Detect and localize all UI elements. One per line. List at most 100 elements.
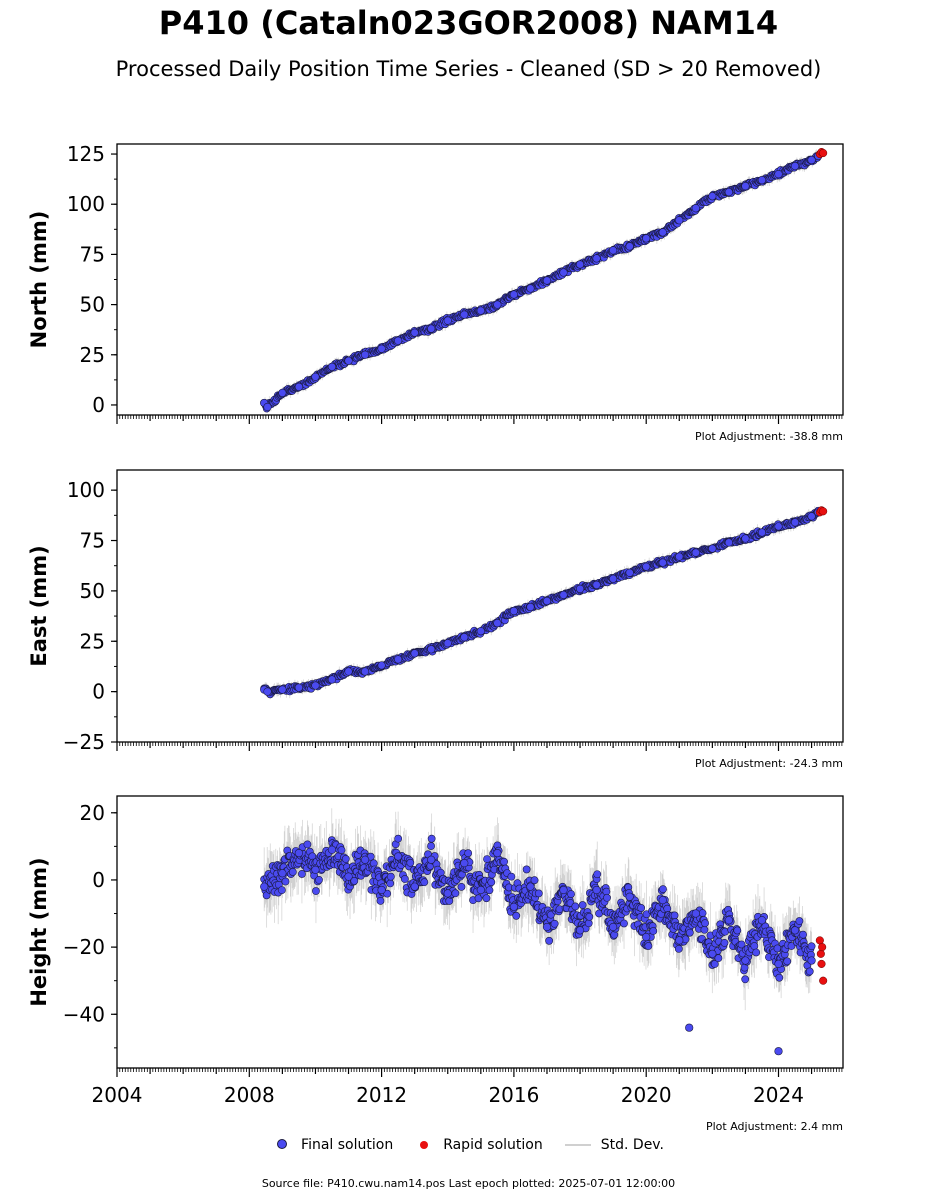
height-final-point <box>593 870 602 879</box>
north-final-point <box>774 170 783 179</box>
north-y-tick-label: 25 <box>80 343 105 367</box>
north-final-point <box>294 382 304 391</box>
height-final-point <box>571 902 580 911</box>
east-final-point <box>377 661 386 670</box>
north-final-point <box>757 176 767 185</box>
north-final-point <box>377 344 386 353</box>
east-y-tick-label: −25 <box>63 730 105 754</box>
north-rapid-point <box>819 148 828 158</box>
east-y-tick-label: 0 <box>92 680 105 704</box>
height-final-point <box>585 912 594 921</box>
east-final-point <box>263 687 272 696</box>
east-final-point <box>625 568 634 577</box>
north-final-point <box>807 155 816 165</box>
height-final-point <box>394 834 403 843</box>
north-final-point <box>542 276 552 285</box>
height-final-point <box>312 887 320 895</box>
height-final-point <box>482 894 491 903</box>
east-final-point <box>327 675 337 684</box>
height-final-point <box>464 849 473 858</box>
east-final-point <box>609 574 618 583</box>
x-tick-label: 2008 <box>224 1083 275 1107</box>
x-tick-label: 2016 <box>488 1083 539 1107</box>
east-rapid-point <box>819 507 828 516</box>
east-final-point <box>724 538 733 547</box>
height-final-point <box>530 876 539 885</box>
north-final-point <box>360 350 370 359</box>
height-final-point <box>341 854 350 863</box>
north-final-point <box>526 284 535 293</box>
north-final-point <box>509 290 519 299</box>
east-final-point <box>509 606 519 616</box>
height-final-point <box>567 890 575 898</box>
north-final-point <box>311 372 320 381</box>
north-final-point <box>790 161 800 171</box>
north-y-tick-label: 50 <box>80 293 105 317</box>
north-final-point <box>476 306 485 315</box>
north-final-point <box>675 216 684 225</box>
height-final-point <box>386 879 395 888</box>
height-y-tick-label: −40 <box>63 1002 105 1026</box>
east-final-point <box>790 518 800 527</box>
height-final-point <box>545 936 554 945</box>
height-final-point <box>288 868 297 876</box>
east-final-point <box>757 528 767 537</box>
height-final-point <box>512 911 521 920</box>
height-final-point <box>584 919 593 928</box>
north-final-point <box>691 204 700 213</box>
east-final-point <box>476 627 485 636</box>
height-final-point <box>485 886 494 895</box>
east-final-point <box>443 639 452 648</box>
chart-subtitle: Processed Daily Position Time Series - C… <box>115 57 822 81</box>
north-final-point <box>658 228 667 237</box>
height-final-point <box>483 855 491 864</box>
east-y-tick-label: 100 <box>67 478 105 502</box>
north-final-point <box>427 324 436 333</box>
east-plot-adjustment: Plot Adjustment: -24.3 mm <box>695 757 843 770</box>
east-final-point <box>410 649 419 658</box>
north-final-point <box>609 246 618 255</box>
north-final-point <box>724 188 733 197</box>
north-final-point <box>443 316 452 325</box>
east-final-point <box>294 683 304 692</box>
height-final-point <box>522 865 531 874</box>
north-final-point <box>575 260 585 269</box>
east-y-tick-label: 50 <box>80 579 105 603</box>
north-final-point <box>741 182 750 191</box>
east-y-tick-label: 25 <box>80 629 105 653</box>
east-final-point <box>427 645 436 654</box>
height-final-point <box>298 870 306 878</box>
north-final-point <box>278 388 287 398</box>
x-tick-label: 2004 <box>92 1083 143 1107</box>
east-final-point <box>311 681 320 690</box>
east-final-point <box>741 534 750 543</box>
north-plot-adjustment: Plot Adjustment: -38.8 mm <box>695 430 843 443</box>
height-final-point <box>500 857 508 866</box>
east-final-point <box>642 562 651 571</box>
east-final-point <box>807 512 816 521</box>
north-final-point <box>394 336 403 345</box>
x-tick-label: 2020 <box>621 1083 672 1107</box>
north-final-point <box>592 254 601 263</box>
height-final-point <box>386 872 395 881</box>
north-y-tick-label: 0 <box>92 393 105 417</box>
height-final-point <box>451 889 460 898</box>
north-final-point <box>344 356 353 365</box>
height-final-point <box>337 846 346 855</box>
east-final-point <box>542 596 552 606</box>
height-final-point <box>406 858 415 867</box>
east-final-point <box>526 602 535 612</box>
height-y-tick-label: 20 <box>80 801 105 825</box>
east-final-point <box>592 580 601 589</box>
east-final-point <box>360 667 370 676</box>
x-tick-label: 2024 <box>753 1083 804 1107</box>
height-y-axis-label: Height (mm) <box>27 857 51 1006</box>
north-final-point <box>493 300 502 309</box>
east-final-point <box>658 558 667 567</box>
east-y-tick-label: 75 <box>80 529 105 553</box>
x-tick-label: 2012 <box>356 1083 407 1107</box>
east-final-point <box>344 667 353 676</box>
east-final-point <box>708 544 717 553</box>
chart-title: P410 (Cataln023GOR2008) NAM14 <box>158 4 779 42</box>
height-plot-adjustment: Plot Adjustment: 2.4 mm <box>706 1120 843 1133</box>
